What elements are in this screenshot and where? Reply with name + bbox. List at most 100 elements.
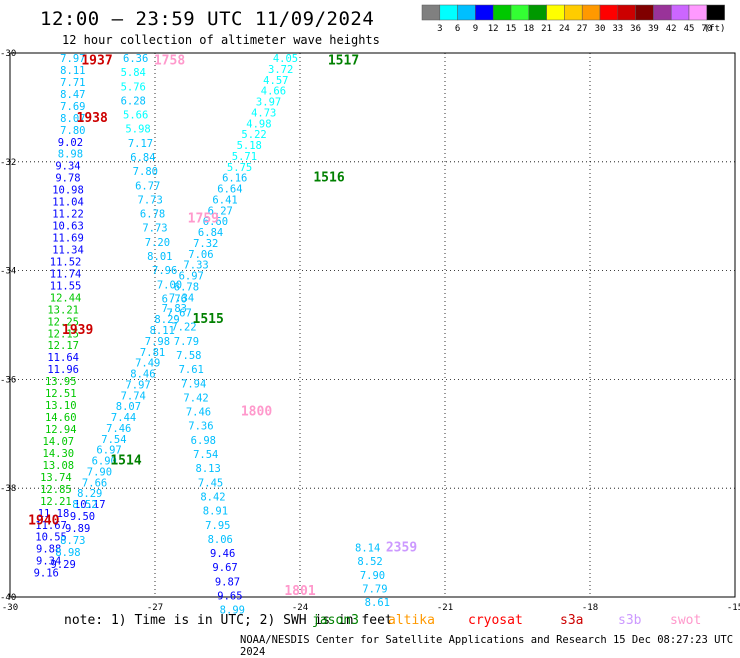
wave-height-value: 8.29 xyxy=(77,488,102,500)
color-swatch xyxy=(617,4,636,21)
wave-height-value: 11.96 xyxy=(47,364,79,376)
wave-height-value: 13.08 xyxy=(43,460,75,472)
wave-height-value: 8.98 xyxy=(58,149,83,161)
wave-height-value: 12.15 xyxy=(47,328,79,340)
color-swatch xyxy=(421,4,441,21)
wave-height-value: 7.46 xyxy=(186,407,211,419)
wave-height-value: 9.34 xyxy=(36,556,61,568)
wave-height-value: 8.73 xyxy=(60,535,85,547)
lat-tick-label: -40 xyxy=(0,593,16,603)
wave-height-value: 8.98 xyxy=(55,547,80,559)
wave-height-value: 11.34 xyxy=(52,244,84,256)
color-swatch xyxy=(439,4,458,21)
wave-height-value: 7.79 xyxy=(174,336,199,348)
color-swatch xyxy=(688,4,708,21)
pass-time-label: 1517 xyxy=(328,54,359,69)
wave-height-value: 7.54 xyxy=(101,434,126,446)
wave-height-value: 13.21 xyxy=(47,304,79,316)
lon-tick-label: -18 xyxy=(582,603,598,613)
wave-height-value: 7.49 xyxy=(135,358,160,370)
wave-height-value: 7.90 xyxy=(360,570,385,582)
wave-height-value: 12.17 xyxy=(47,340,79,352)
wave-height-value: 7.79 xyxy=(362,583,387,595)
lon-tick-label: -15 xyxy=(727,603,740,613)
wave-height-value: 7.73 xyxy=(142,223,167,235)
color-scale-label: 12 xyxy=(488,24,499,34)
wave-height-value: 6.27 xyxy=(208,205,233,217)
color-swatch xyxy=(528,4,547,21)
color-scale-label: 33 xyxy=(612,24,623,34)
wave-height-value: 6.77 xyxy=(135,180,160,192)
wave-height-value: 6.98 xyxy=(191,435,216,447)
color-scale-label: 27 xyxy=(577,24,588,34)
wave-height-value: 9.89 xyxy=(65,523,90,535)
page-subtitle: 12 hour collection of altimeter wave hei… xyxy=(62,33,380,47)
wave-height-value: 7.95 xyxy=(205,520,230,532)
wave-height-value: 8.91 xyxy=(203,506,228,518)
pass-time-label: 1938 xyxy=(77,111,108,126)
pass-time-label: 1758 xyxy=(154,54,185,69)
color-swatch xyxy=(670,4,690,21)
color-swatch xyxy=(581,4,601,21)
pass-time-labels: 1937 1938 1939 1940 1758 1759 1800 1801 1517 1516… xyxy=(28,54,417,599)
wave-height-value: 7.67 xyxy=(167,308,192,320)
note-text: note: 1) Time is in UTC; 2) SWH is in fe… xyxy=(64,613,393,628)
wave-height-value: 9.46 xyxy=(210,548,235,560)
wave-height-value: 7.00 xyxy=(157,279,182,291)
wave-height-value: 11.52 xyxy=(50,256,82,268)
wave-height-value: 7.94 xyxy=(181,378,206,390)
track-swot: 6.36 5.84 5.76 6.28 5.66 5.98 7.17 6.84 7.80 6.77… xyxy=(121,53,245,617)
wave-height-value: 6.16 xyxy=(222,173,247,185)
wave-height-value: 11.22 xyxy=(52,209,84,221)
lat-tick-label: -36 xyxy=(0,375,16,385)
color-scale-label: 9 xyxy=(473,24,478,34)
wave-height-value: 10.55 xyxy=(35,532,67,544)
footnote: note: 1) Time is in UTC; 2) SWH is in fe… xyxy=(64,613,393,628)
wave-height-value: 5.66 xyxy=(123,110,148,122)
wave-height-value: 7.83 xyxy=(162,303,187,315)
wave-height-value: 7.80 xyxy=(133,166,158,178)
wave-height-value: 12.21 xyxy=(40,496,72,508)
wave-height-value: 7.73 xyxy=(138,194,163,206)
wave-height-value: 9.50 xyxy=(70,511,95,523)
wave-height-value: 12.25 xyxy=(47,316,79,328)
wave-height-value: 14.30 xyxy=(43,448,75,460)
wave-height-value: 12.94 xyxy=(45,424,77,436)
color-scale-label: 18 xyxy=(523,24,534,34)
source-altika: altika xyxy=(388,613,435,628)
color-scale-label: 3 xyxy=(437,24,442,34)
color-scale-label: 36 xyxy=(630,24,641,34)
color-swatch xyxy=(546,4,565,21)
pass-time-label: 1939 xyxy=(62,323,93,338)
wave-height-value: 7.44 xyxy=(111,412,136,424)
wave-height-value: 9.87 xyxy=(215,576,240,588)
wave-height-value: 6.41 xyxy=(212,194,237,206)
color-scale-label: 24 xyxy=(559,24,570,34)
wave-height-value: 9.78 xyxy=(55,173,80,185)
track-jason3: 4.053.724.574.663.974.734.985.225.185.71… xyxy=(72,53,298,511)
wave-height-value: 6.97 xyxy=(179,271,204,283)
track-s3a: 7.978.117.718.477.698.077.809.028.989.34… xyxy=(34,53,86,580)
wave-height-value: 8.07 xyxy=(60,113,85,125)
pass-time-label: 1800 xyxy=(241,405,272,420)
wave-height-value: 9.16 xyxy=(34,568,59,580)
lat-tick-label: -32 xyxy=(0,158,16,168)
wave-height-value: 7.58 xyxy=(176,350,201,362)
wave-height-value: 4.57 xyxy=(263,75,288,87)
wave-height-value: 8.07 xyxy=(116,401,141,413)
lat-tick-label: -38 xyxy=(0,484,16,494)
source-s3a: s3a xyxy=(560,613,584,628)
wave-height-value: 7.46 xyxy=(106,423,131,435)
wave-height-value: 11.18 xyxy=(38,508,70,520)
wave-height-value: 8.52 xyxy=(357,556,382,568)
lat-tick-label: -34 xyxy=(0,267,16,277)
wave-height-value: 8.13 xyxy=(196,463,221,475)
lat-lon-grid xyxy=(9,52,736,598)
wave-height-value: 7.69 xyxy=(60,101,85,113)
wave-height-value: 4.66 xyxy=(261,86,286,98)
color-scale-label: 15 xyxy=(506,24,517,34)
wave-height-value: 12.85 xyxy=(40,484,72,496)
satellite-tracks: 7.978.117.718.477.698.077.809.028.989.34… xyxy=(34,53,390,617)
wave-height-value: 8.99 xyxy=(220,605,245,617)
